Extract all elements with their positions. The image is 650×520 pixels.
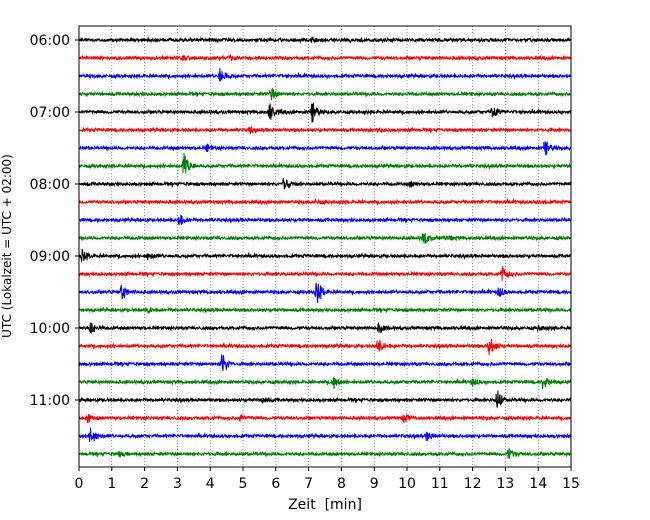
x-tick-label: 4 [206,476,215,492]
seismogram-trace [78,249,572,263]
seismogram-trace [78,141,572,156]
seismogram-trace [78,354,572,372]
x-tick-label: 13 [496,476,514,492]
traces-layer [78,36,572,459]
x-tick-label: 15 [562,476,580,492]
seismogram-trace [78,427,572,442]
seismogram-trace [78,67,572,82]
seismogram-trace [78,177,572,190]
x-tick-label: 7 [304,476,313,492]
seismogram-trace [78,152,572,174]
seismogram-trace [78,36,572,44]
x-tick-label: 14 [529,476,547,492]
y-tick-label: 07:00 [30,105,70,121]
y-tick-label: 08:00 [30,177,70,193]
x-tick-label: 11 [431,476,449,492]
y-axis-ticks: 06:00 07:00 08:00 09:00 10:00 11:00 [30,33,79,409]
plot-frame [78,25,572,468]
seismogram-trace [78,124,572,135]
seismogram-trace [78,377,572,390]
seismogram-trace [78,413,572,424]
seismogram-trace [78,339,572,356]
x-tick-label: 0 [75,476,84,492]
seismogram-trace [78,102,572,123]
x-tick-label: 2 [140,476,149,492]
seismogram-trace [78,198,572,206]
x-tick-label: 10 [398,476,416,492]
x-axis-label: Zeit [min] [288,497,362,513]
seismogram-trace [78,214,572,226]
seismogram-trace [78,321,572,334]
x-tick-label: 8 [337,476,346,492]
y-tick-label: 11:00 [30,393,70,409]
x-axis-ticks: 0 1 2 3 4 5 6 7 8 9 10 11 12 13 14 15 [75,467,580,492]
x-tick-label: 12 [464,476,482,492]
seismogram-trace [78,282,572,303]
seismogram-trace [78,266,572,281]
seismogram-trace [78,232,572,244]
seismogram-trace [78,447,572,459]
seismogram-trace [78,86,572,101]
y-tick-label: 10:00 [30,321,70,337]
y-tick-label: 09:00 [30,249,70,265]
seismogram-trace [78,390,572,409]
seismogram-trace [78,54,572,62]
x-tick-label: 3 [173,476,182,492]
y-axis-label: UTC (Lokalzeit = UTC + 02:00) [0,154,14,338]
x-tick-label: 9 [370,476,379,492]
y-tick-label: 06:00 [30,33,70,49]
seismogram-trace [78,306,572,315]
x-tick-label: 6 [271,476,280,492]
x-tick-label: 1 [107,476,116,492]
x-tick-label: 5 [239,476,248,492]
